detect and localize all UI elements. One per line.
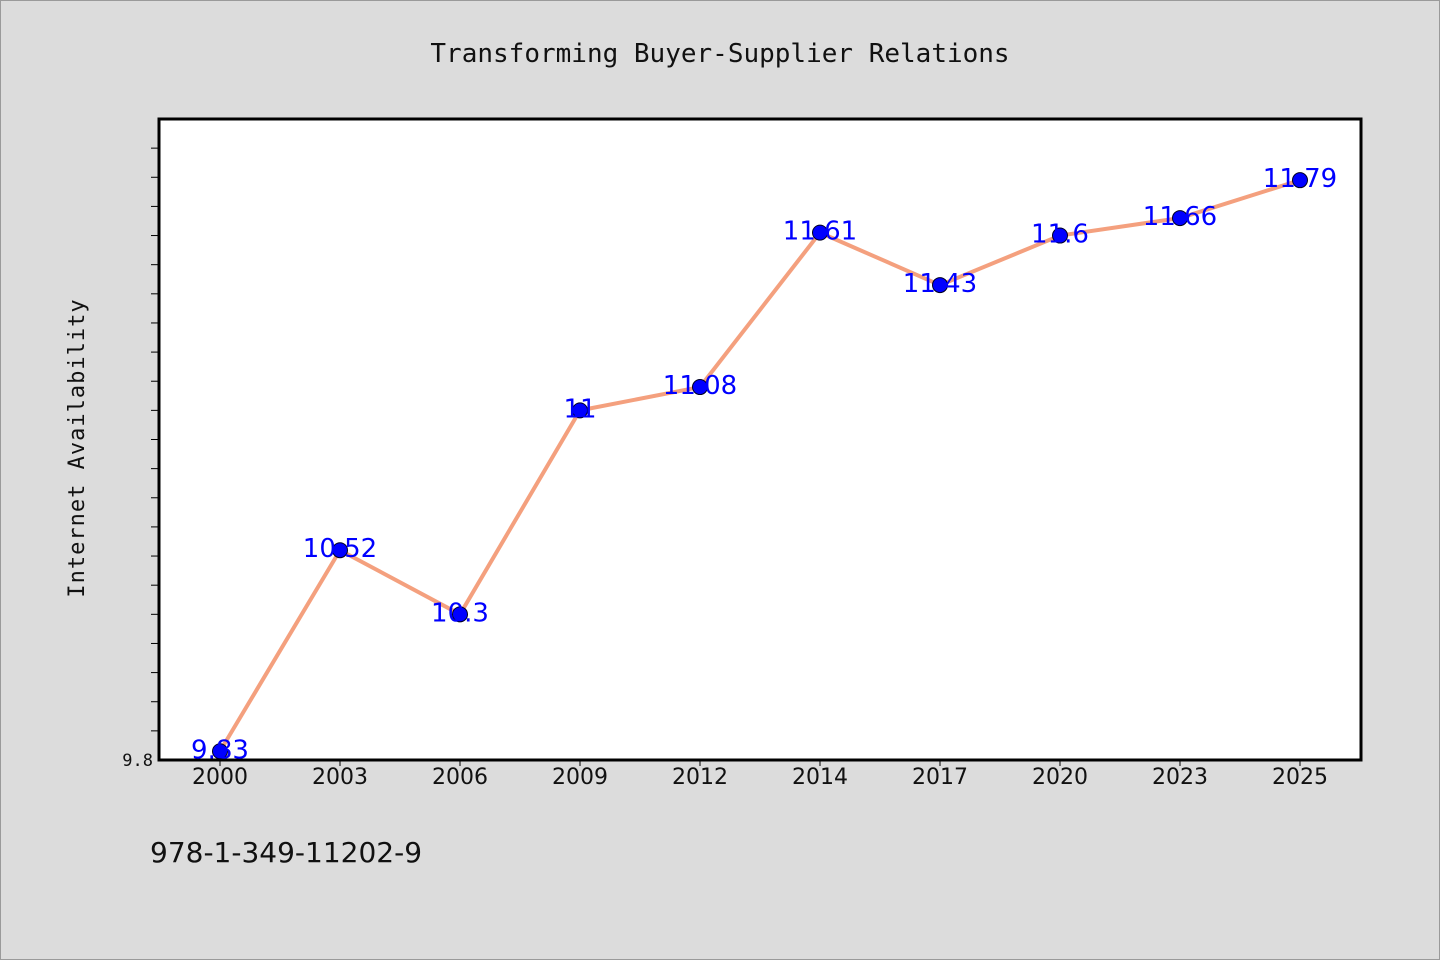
series-line-group (218, 178, 1302, 754)
plot-area (157, 117, 1363, 762)
data-point-label: 11.08 (663, 371, 737, 401)
y-axis-label: Internet Availability (65, 298, 90, 597)
data-point-label: 11.66 (1143, 202, 1217, 232)
data-point-marker (812, 224, 828, 241)
x-tick-label: 2009 (552, 765, 608, 790)
series-line (218, 178, 1302, 754)
chart-title: Transforming Buyer-Supplier Relations (430, 39, 1009, 69)
data-point-label: 11.79 (1263, 164, 1337, 194)
x-tick-label: 2025 (1272, 765, 1328, 790)
y-axis-ticks: 9.8 (122, 147, 159, 771)
data-point-label: 10.52 (303, 534, 377, 564)
data-point-label: 11.43 (903, 269, 977, 299)
x-tick-label: 2014 (792, 765, 848, 790)
x-tick-label: 2003 (312, 765, 368, 790)
x-tick-label: 2017 (912, 765, 968, 790)
x-tick-label: 2020 (1032, 765, 1088, 790)
data-point-label: 10.3 (431, 598, 489, 628)
data-point-marker (212, 743, 228, 760)
data-point-marker (572, 402, 588, 419)
y-tick-label: 9.8 (122, 751, 153, 771)
data-label-group: 9.83 10.52 10.3 11 11.08 11.61 11.43 11.6 11.66 1… (191, 164, 1337, 765)
x-tick-label: 2000 (192, 765, 248, 790)
x-tick-label: 2012 (672, 765, 728, 790)
x-tick-label: 2023 (1152, 765, 1208, 790)
data-point-label: 11.61 (783, 217, 857, 247)
data-marker-group (212, 172, 1308, 760)
data-point-marker (1292, 172, 1308, 189)
data-point-marker (332, 542, 348, 559)
x-axis-ticks: 2000 2003 2006 2009 2012 2014 2017 2020 2023 2025 (192, 760, 1328, 790)
data-point-marker (1172, 210, 1188, 227)
data-point-label: 11 (563, 394, 596, 424)
x-tick-label: 2006 (432, 765, 488, 790)
data-point-label: 9.83 (191, 735, 249, 765)
data-point-label: 11.6 (1031, 220, 1089, 250)
data-point-marker (692, 379, 708, 396)
data-point-marker (932, 277, 948, 294)
data-point-marker (452, 606, 468, 623)
isbn-footer: 978-1-349-11202-9 (150, 836, 422, 869)
data-point-marker (1052, 227, 1068, 244)
